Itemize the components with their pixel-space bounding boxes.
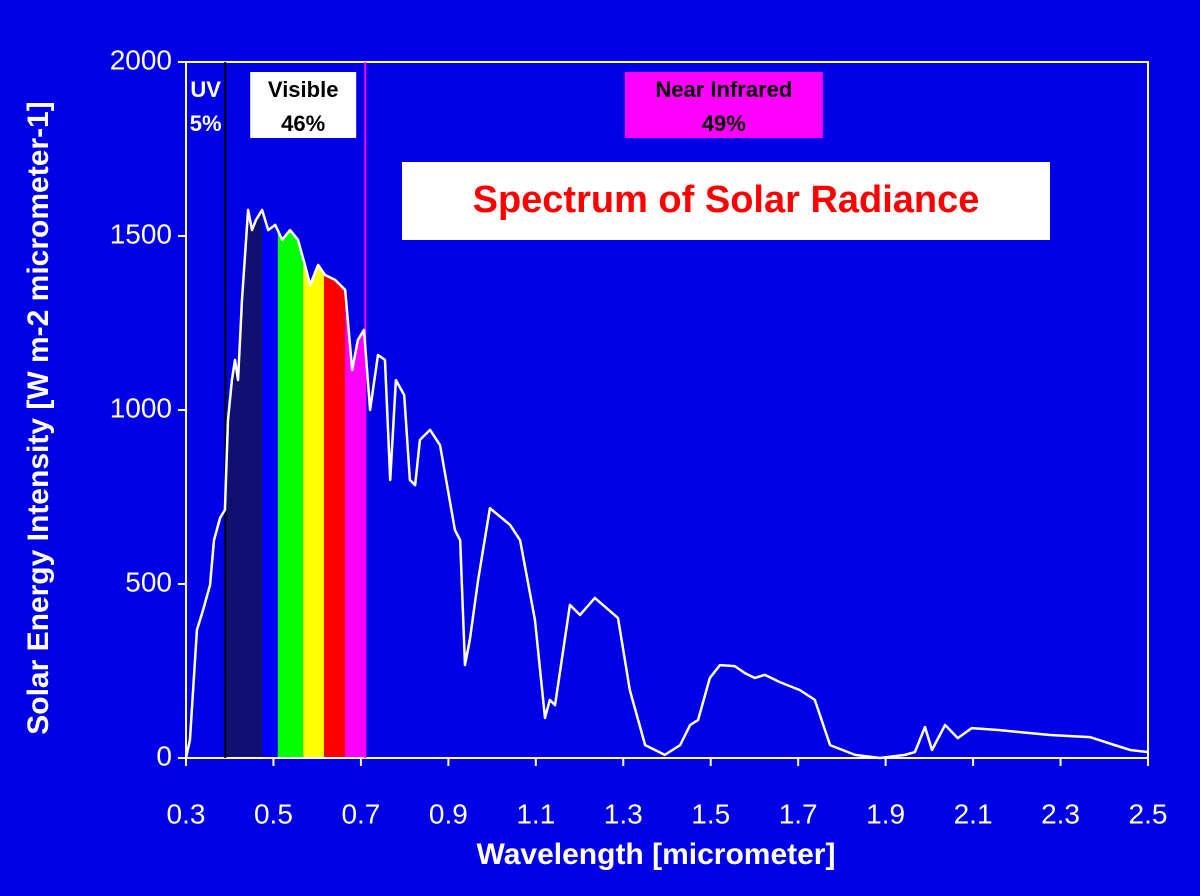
x-axis-label: Wavelength [micrometer] xyxy=(477,838,836,871)
x-tick-label: 1.5 xyxy=(691,798,730,829)
annotation-text: 49% xyxy=(702,111,746,136)
annotation-text: Near Infrared xyxy=(655,77,792,102)
spectrum-band xyxy=(303,209,325,758)
x-tick-label: 0.7 xyxy=(341,798,380,829)
title-box xyxy=(402,162,1050,240)
spectrum-line xyxy=(184,208,1149,760)
annotation-text: 46% xyxy=(281,111,325,136)
x-tick-label: 0.9 xyxy=(429,798,468,829)
x-tick-label: 1.9 xyxy=(866,798,905,829)
spectrum-band xyxy=(277,209,304,758)
spectrum-band xyxy=(262,209,278,758)
y-tick-label: 2000 xyxy=(110,44,172,75)
annotation: Visible 46% xyxy=(250,72,357,138)
x-tick-label: 2.3 xyxy=(1041,798,1080,829)
y-axis-label: Solar Energy Intensity [W m-2 micrometer… xyxy=(22,101,55,735)
annotation-box xyxy=(624,72,823,138)
annotation-text: UV xyxy=(190,77,221,102)
x-tick-label: 2.5 xyxy=(1129,798,1168,829)
y-tick-label: 500 xyxy=(125,566,172,597)
annotation: Near Infrared 49% xyxy=(624,72,823,138)
x-tick-label: 1.1 xyxy=(516,798,555,829)
x-tick-label: 0.3 xyxy=(167,798,206,829)
annotation: UV 5% xyxy=(190,77,222,136)
annotation-text: Visible xyxy=(268,77,339,102)
x-tick-label: 2.1 xyxy=(954,798,993,829)
x-tick-label: 0.5 xyxy=(254,798,293,829)
x-tick-label: 1.7 xyxy=(779,798,818,829)
spectrum-band xyxy=(324,209,346,758)
annotation-text: 5% xyxy=(190,111,222,136)
annotation-box xyxy=(250,72,357,138)
y-tick-label: 1500 xyxy=(110,218,172,249)
y-tick-label: 1000 xyxy=(110,392,172,423)
chart-title: Spectrum of Solar Radiance xyxy=(473,179,980,221)
x-tick-label: 1.3 xyxy=(604,798,643,829)
y-tick-label: 0 xyxy=(156,740,172,771)
